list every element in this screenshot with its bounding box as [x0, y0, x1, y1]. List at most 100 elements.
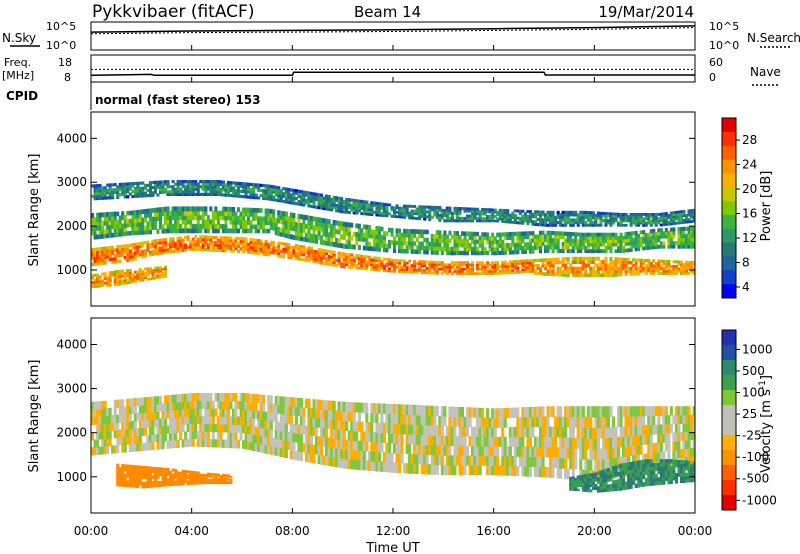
velocity-cell — [448, 445, 452, 456]
power-cell — [486, 250, 490, 256]
power-cell — [289, 193, 293, 197]
velocity-cell — [169, 417, 173, 426]
power-cell — [121, 190, 125, 194]
velocity-cell — [352, 421, 356, 432]
velocity-cell — [98, 446, 102, 455]
power-cell — [473, 210, 477, 213]
power-cell — [388, 243, 392, 249]
power-cell — [184, 235, 188, 239]
power-cell — [325, 207, 329, 211]
power-cell — [506, 211, 510, 215]
velocity-cell — [133, 405, 137, 414]
power-cell — [458, 261, 462, 264]
power-cell — [156, 229, 160, 234]
power-cell — [372, 201, 376, 205]
power-cell — [692, 261, 695, 264]
power-cell — [561, 242, 565, 247]
power-cell — [400, 259, 404, 263]
power-cell — [161, 228, 165, 234]
power-cell — [199, 237, 203, 241]
power-cell — [528, 265, 532, 269]
velocity-cell — [179, 401, 183, 410]
power-cell — [410, 237, 414, 242]
power-cell — [123, 185, 127, 189]
power-cell — [327, 197, 331, 201]
power-cell — [554, 257, 558, 262]
power-cell — [121, 269, 125, 273]
velocity-cell — [294, 397, 298, 408]
power-cell — [171, 180, 175, 184]
velocity-cell — [126, 413, 130, 423]
power-cell — [347, 198, 351, 202]
power-cell — [506, 271, 510, 275]
velocity-cell — [123, 406, 127, 415]
power-cell — [415, 207, 419, 211]
power-cell — [284, 190, 288, 194]
power-cell — [501, 239, 505, 244]
power-cell — [201, 210, 205, 216]
velocity-cell — [463, 445, 467, 456]
power-cell — [244, 182, 248, 186]
power-cell — [403, 259, 407, 263]
velocity-cell — [501, 455, 505, 466]
power-cell — [91, 248, 95, 252]
power-cell — [337, 254, 341, 258]
power-cell — [262, 220, 266, 226]
velocity-cell — [395, 443, 399, 454]
velocity-cell — [151, 419, 155, 428]
power-cell — [546, 213, 550, 217]
power-cell — [365, 228, 369, 234]
power-cell — [440, 267, 444, 271]
power-cell — [375, 230, 379, 235]
velocity-cell — [337, 457, 341, 468]
velocity-cell — [269, 403, 273, 413]
velocity-cell — [398, 453, 402, 464]
power-cell — [433, 246, 437, 251]
power-cell — [692, 267, 695, 271]
power-cell — [247, 250, 251, 254]
power-cell — [234, 219, 238, 225]
power-cell — [398, 265, 402, 269]
power-cell — [231, 244, 235, 248]
power-cell — [211, 228, 215, 234]
power-cell — [320, 256, 324, 260]
power-cell — [657, 267, 661, 271]
power-cell — [194, 182, 198, 186]
power-cell — [478, 272, 482, 275]
power-cell — [581, 232, 585, 237]
power-cell — [347, 244, 351, 250]
power-cell — [93, 247, 97, 252]
power-cell — [91, 194, 95, 198]
power-cell — [644, 269, 648, 273]
power-cell — [325, 262, 329, 266]
power-cell — [463, 250, 467, 256]
velocity-cell — [239, 416, 243, 426]
power-cell — [221, 238, 225, 242]
power-cell — [148, 269, 152, 272]
power-cell — [460, 231, 464, 236]
power-cell — [672, 267, 676, 271]
velocity-cell — [352, 440, 356, 451]
power-cell — [622, 263, 626, 268]
power-cell — [466, 216, 470, 220]
power-cell — [146, 229, 150, 235]
power-cell — [169, 190, 173, 194]
velocity-cell — [176, 417, 180, 426]
velocity-cell — [458, 406, 462, 418]
velocity-cell — [589, 427, 593, 439]
power-cell — [131, 273, 135, 277]
velocity-cell — [322, 418, 326, 429]
velocity-cell — [315, 444, 319, 455]
power-cell — [320, 198, 324, 202]
power-cell — [257, 188, 261, 192]
power-cell — [191, 182, 195, 186]
power-cell — [347, 265, 351, 269]
velocity-cell — [216, 431, 220, 440]
power-cell — [644, 215, 648, 218]
power-cell — [101, 189, 105, 193]
power-cell — [445, 267, 449, 271]
velocity-cell — [262, 436, 266, 445]
velocity-cell — [174, 394, 178, 403]
velocity-cell — [445, 445, 449, 456]
power-cell — [418, 264, 422, 268]
